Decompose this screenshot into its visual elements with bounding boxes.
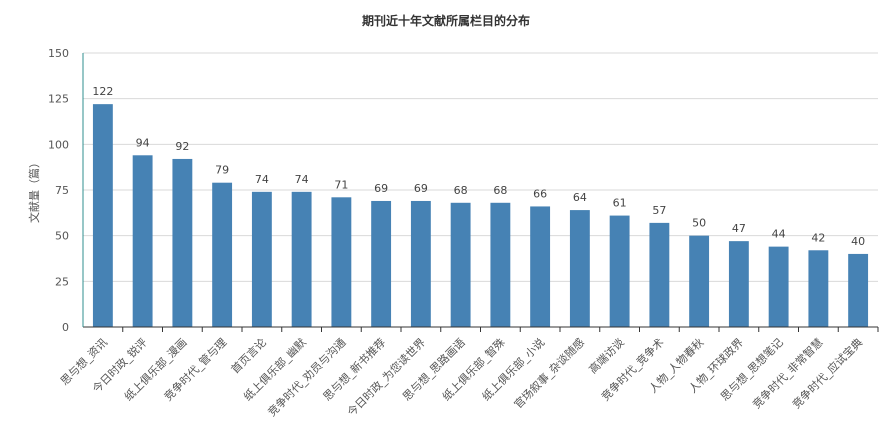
data-label: 44	[772, 228, 786, 241]
data-labels: 122 94 92 79 74 74 71 69 69 68 68 66 64 61 57 50 47 44 42 4…	[92, 85, 865, 248]
data-label: 66	[533, 187, 547, 200]
bar	[649, 222, 670, 327]
data-label: 40	[851, 235, 865, 248]
y-tick-label: 25	[55, 275, 69, 288]
bar	[251, 191, 272, 327]
bar	[728, 241, 749, 327]
x-tick-label: 首页言论	[228, 335, 269, 376]
y-tick-label: 75	[55, 184, 69, 197]
data-label: 92	[175, 140, 189, 153]
y-axis-label: 文献量（篇）	[27, 157, 41, 223]
bar	[371, 200, 392, 327]
bar	[768, 246, 789, 327]
bar	[410, 200, 431, 327]
y-tick-label: 100	[48, 138, 69, 151]
x-tick-label: 竞争时代_非常智慧	[749, 335, 825, 411]
data-label: 94	[136, 136, 150, 149]
bar	[530, 206, 551, 327]
data-label: 69	[374, 182, 388, 195]
bar	[92, 104, 113, 327]
y-tick-label: 0	[62, 321, 69, 334]
x-tick-label: 竞争时代_应试宝典	[789, 335, 865, 411]
bar	[450, 202, 471, 327]
data-label: 68	[454, 184, 468, 197]
data-label: 42	[811, 231, 825, 244]
data-label: 74	[295, 173, 309, 186]
y-tick-label: 125	[48, 93, 69, 106]
y-tick-label: 150	[48, 47, 69, 60]
bar	[490, 202, 511, 327]
bar	[808, 250, 829, 327]
y-axis-ticks: 0 25 50 75 100 125 150	[48, 47, 69, 334]
x-tick-label: 高端访谈	[586, 335, 627, 376]
x-tick-label: 今日时政_为您读世界	[344, 335, 428, 419]
data-label: 64	[573, 191, 587, 204]
data-label: 68	[493, 184, 507, 197]
bar	[172, 158, 193, 327]
data-label: 69	[414, 182, 428, 195]
data-label: 79	[215, 164, 229, 177]
chart-title: 期刊近十年文献所属栏目的分布	[362, 13, 530, 28]
bar	[212, 182, 233, 327]
data-label: 57	[652, 204, 666, 217]
x-tick-label: 官场叙事_杂谈随感	[511, 335, 587, 411]
data-label: 74	[255, 173, 269, 186]
data-label: 61	[613, 197, 627, 210]
data-label: 50	[692, 217, 706, 230]
data-label: 122	[92, 85, 113, 98]
bar	[848, 253, 869, 327]
bar	[609, 215, 630, 327]
data-label: 47	[732, 222, 746, 235]
y-tick-label: 50	[55, 230, 69, 243]
bar	[291, 191, 312, 327]
x-tick-label: 竞争时代_劝员与沟通	[265, 335, 349, 419]
bar	[689, 235, 710, 327]
data-label: 71	[334, 178, 348, 191]
bar	[331, 197, 352, 327]
bar	[569, 210, 590, 327]
bar	[132, 155, 153, 327]
gridlines	[83, 52, 878, 282]
bars	[92, 104, 869, 327]
